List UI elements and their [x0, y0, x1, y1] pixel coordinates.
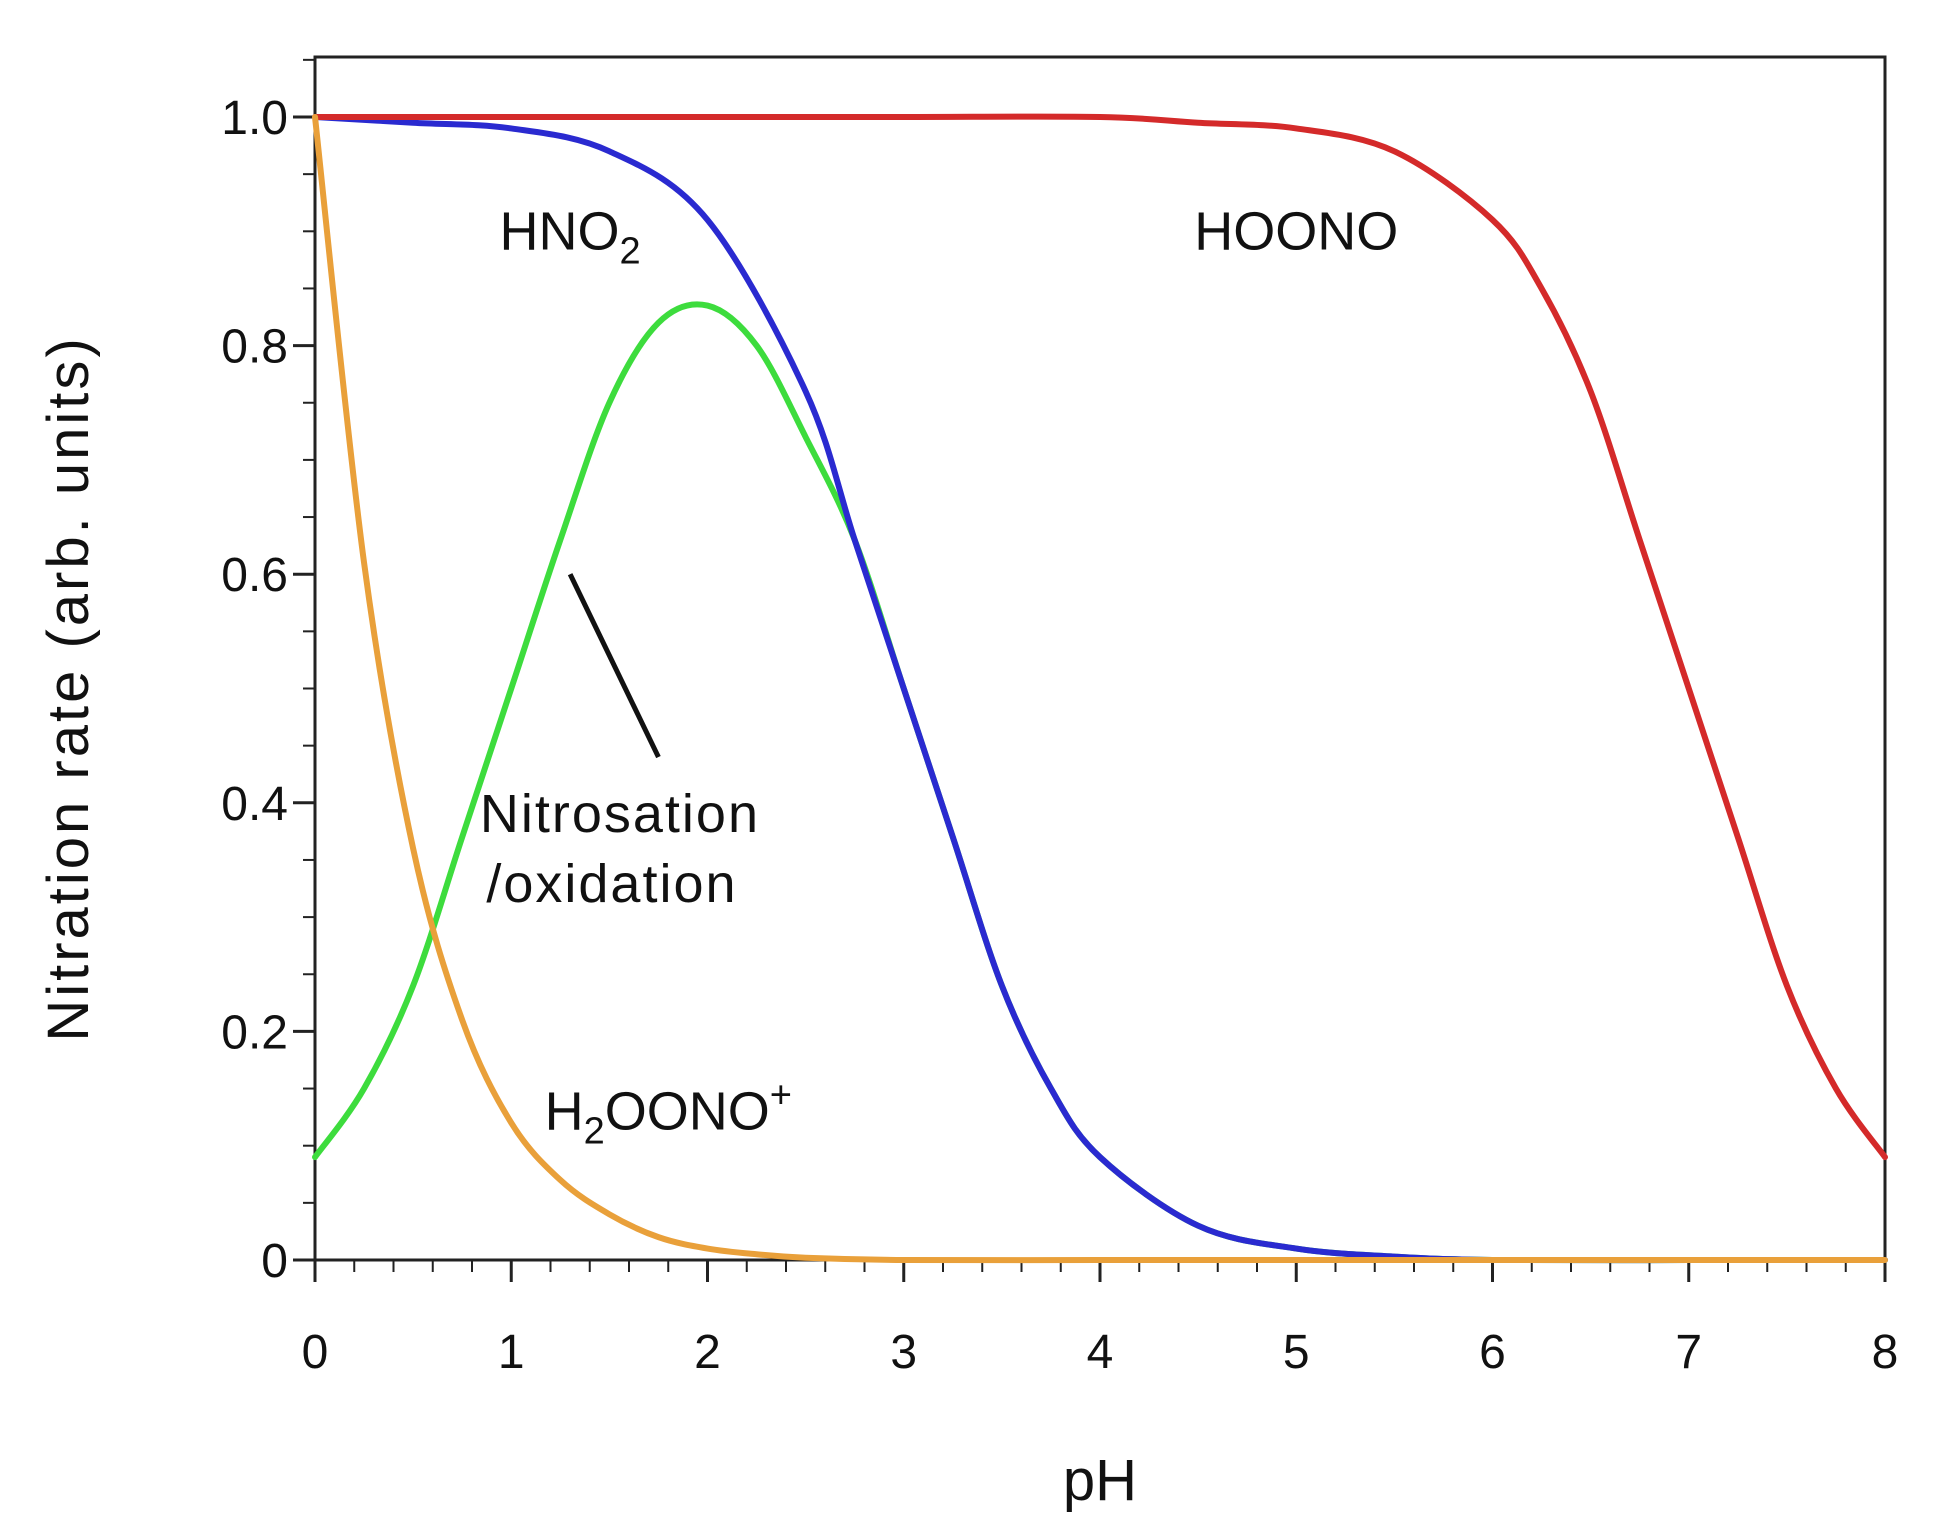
x-tick-label: 8 — [1872, 1326, 1899, 1379]
series-line-h2oono- — [312, 114, 1888, 1264]
x-tick-label: 5 — [1283, 1326, 1310, 1379]
x-tick-label: 3 — [890, 1326, 917, 1379]
y-tick-label: 0.8 — [221, 321, 288, 374]
y-tick-label: 0.6 — [221, 549, 288, 602]
y-tick-label: 1.0 — [221, 92, 288, 145]
y-axis-title: Nitration rate (arb. units) — [36, 335, 101, 1041]
series-lines — [312, 113, 1888, 1264]
y-tick-label: 0 — [261, 1235, 288, 1288]
series-line-hoono — [312, 113, 1888, 1161]
axis-ticks — [293, 58, 1887, 1282]
x-tick-label: 1 — [498, 1326, 525, 1379]
annotation-nitrosation-oxidation: Nitrosation/oxidation — [480, 784, 760, 914]
x-axis-title: pH — [1063, 1448, 1137, 1513]
x-tick-label: 0 — [302, 1326, 329, 1379]
x-tick-label: 4 — [1087, 1326, 1114, 1379]
x-tick-label: 2 — [694, 1326, 721, 1379]
annotation-hno2: HNO2 — [500, 201, 641, 272]
x-tick-label: 6 — [1479, 1326, 1506, 1379]
annotation-pointer-line — [567, 573, 661, 759]
x-tick-label: 7 — [1675, 1326, 1702, 1379]
y-tick-label: 0.2 — [221, 1006, 288, 1059]
annotation-h2oono-plus: H2OONO+ — [545, 1074, 792, 1152]
axis-tick-labels: 0 1 2 3 4 5 6 7 8 0 0.2 0.4 0.6 0.8 1.0 — [221, 92, 1898, 1379]
annotation-hoono: HOONO — [1194, 201, 1398, 261]
y-tick-label: 0.4 — [221, 778, 288, 831]
